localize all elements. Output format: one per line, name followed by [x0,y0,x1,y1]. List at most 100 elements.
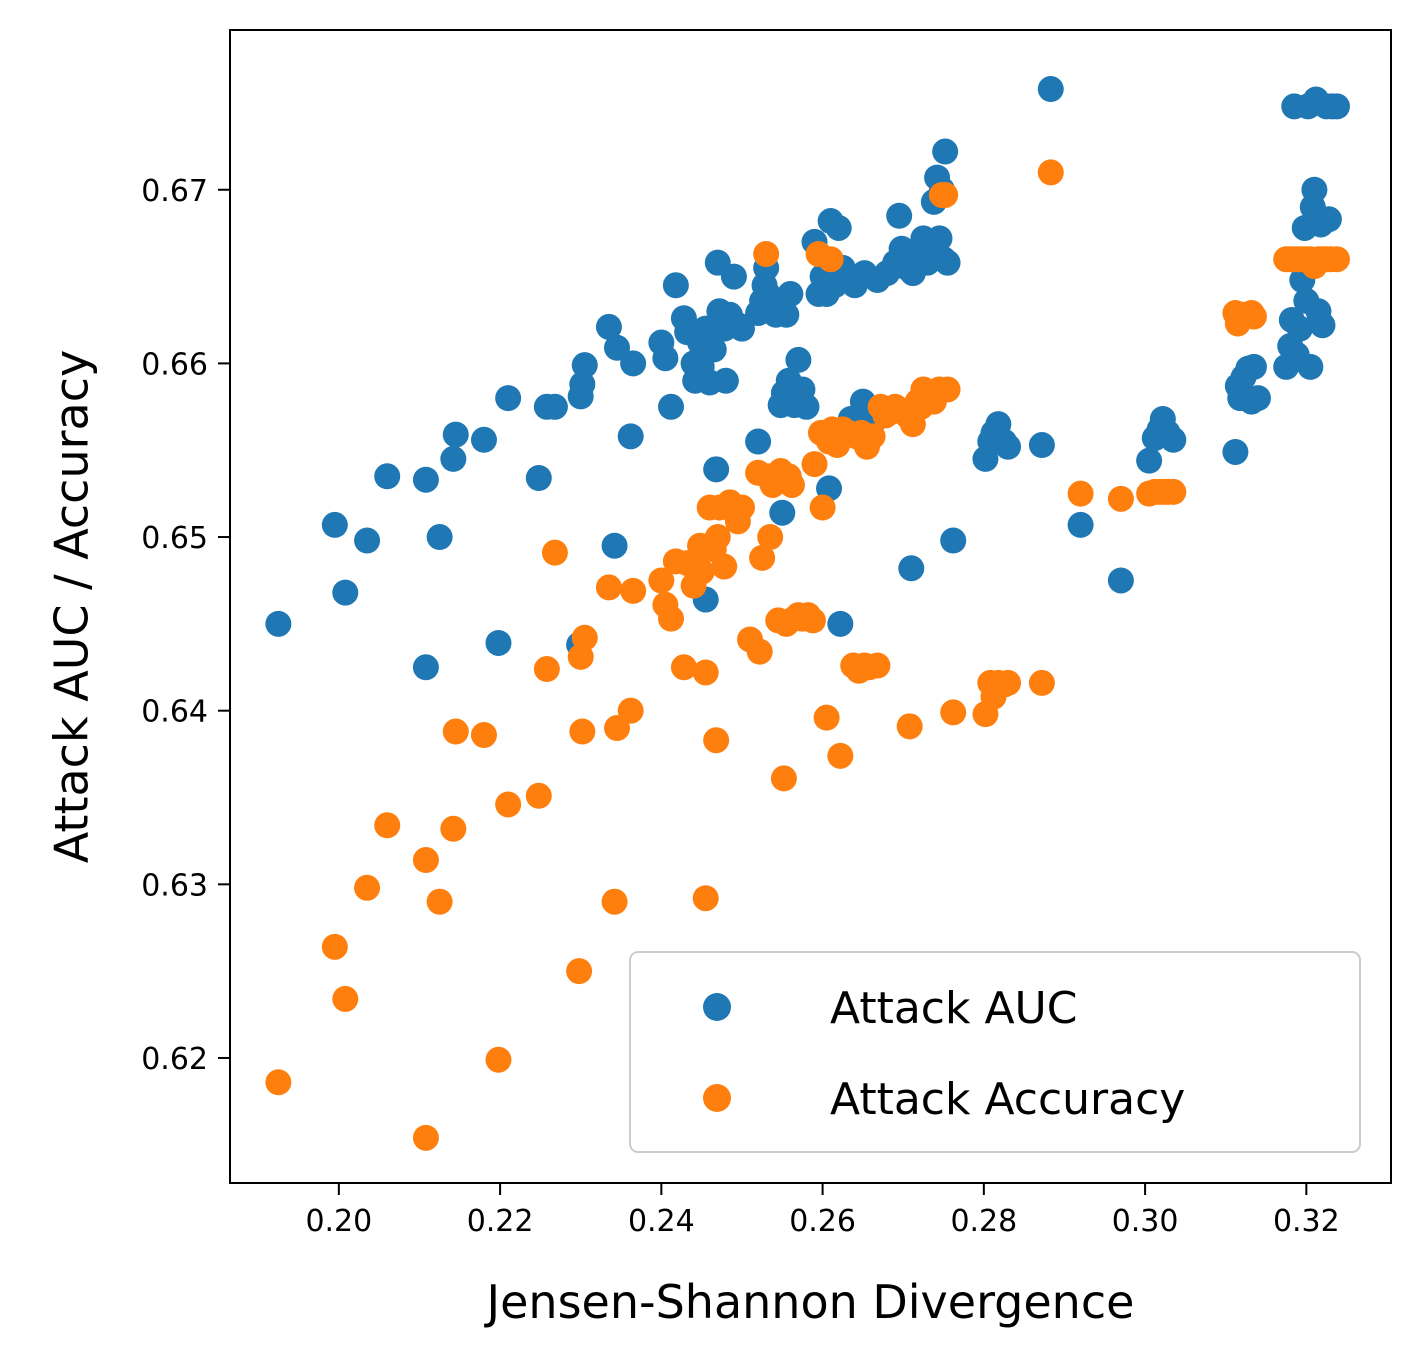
auc-point [692,315,719,342]
x-axis-label: Jensen-Shannon Divergence [484,1275,1135,1329]
accuracy-point [692,659,719,686]
accuracy-point [265,1069,292,1096]
legend-label-attack-accuracy: Attack Accuracy [830,1074,1185,1125]
auc-point [720,263,747,290]
auc-point [1240,353,1267,380]
auc-point [412,654,439,681]
accuracy-point [571,624,598,651]
x-tick-label: 0.26 [789,1204,856,1239]
accuracy-point [934,376,961,403]
series-attack-auc [265,76,1350,681]
accuracy-point [757,524,784,551]
auc-point [569,371,596,398]
accuracy-point [440,815,467,842]
auc-point [825,214,852,241]
accuracy-point [753,241,780,268]
series-attack-accuracy [265,159,1350,1151]
legend: Attack AUC Attack Accuracy [629,951,1361,1153]
accuracy-point [859,423,886,450]
auc-point [995,433,1022,460]
auc-point [932,138,959,165]
y-tick-label: 0.62 [141,1042,208,1077]
auc-point [777,280,804,307]
auc-point [1222,438,1249,465]
accuracy-point [799,607,826,634]
auc-point [617,423,644,450]
accuracy-point [617,697,644,724]
auc-point [1323,93,1350,120]
auc-point [827,610,854,637]
x-tick-label: 0.22 [467,1204,534,1239]
accuracy-point [1107,485,1134,512]
auc-point [1067,511,1094,538]
auc-point [728,315,755,342]
accuracy-point [1067,480,1094,507]
y-tick-label: 0.67 [141,174,208,209]
accuracy-point [711,553,738,580]
auc-point [332,579,359,606]
accuracy-point [688,558,715,585]
accuracy-point [374,812,401,839]
auc-point [321,511,348,538]
accuracy-point [566,958,593,985]
auc-point [700,336,727,363]
auc-point [1136,447,1163,474]
accuracy-point [827,742,854,769]
accuracy-point [541,539,568,566]
y-tick-label: 0.65 [141,521,208,556]
y-tick-label: 0.66 [141,347,208,382]
accuracy-point [1323,246,1350,273]
accuracy-point [604,715,630,742]
auc-point [601,532,628,559]
auc-point [926,225,953,252]
auc-point [1286,315,1313,342]
accuracy-point [426,888,453,915]
accuracy-point [1240,303,1267,330]
auc-point [793,393,820,420]
accuracy-point [470,721,497,748]
accuracy-point [485,1046,512,1073]
auc-point [485,629,512,656]
accuracy-point [932,181,959,208]
auc-point [1160,426,1187,453]
auc-point [571,352,598,379]
accuracy-point [332,985,359,1012]
auc-point [620,350,647,377]
auc-point [662,272,689,299]
accuracy-point [321,933,348,960]
auc-point [712,367,739,394]
auc-point [898,555,925,582]
data-points [265,76,1350,1151]
auc-point [934,249,961,276]
accuracy-point [813,704,840,731]
auc-point [525,465,552,492]
accuracy-point [595,574,622,601]
auc-point [1037,76,1064,103]
accuracy-point [354,874,381,901]
accuracy-point [648,567,675,594]
auc-point [1028,432,1055,459]
accuracy-point [864,652,891,679]
legend-box [629,951,1361,1153]
accuracy-point [770,765,797,792]
accuracy-point [569,718,596,745]
accuracy-point [746,638,773,665]
auc-point [769,499,796,526]
accuracy-point [728,494,755,521]
x-tick-label: 0.28 [950,1204,1017,1239]
accuracy-point [1028,669,1055,696]
accuracy-point [658,605,685,632]
x-tick-label: 0.32 [1273,1204,1340,1239]
accuracy-point [692,885,719,912]
auc-point [1297,353,1324,380]
auc-point [658,393,685,420]
auc-point [1315,206,1342,233]
auc-point [374,463,401,490]
auc-point [1309,312,1336,339]
auc-point [785,346,812,373]
accuracy-point [801,451,828,478]
accuracy-point [703,727,730,754]
y-tick-label: 0.64 [141,695,208,730]
auc-point [773,301,800,328]
accuracy-point [749,544,776,571]
